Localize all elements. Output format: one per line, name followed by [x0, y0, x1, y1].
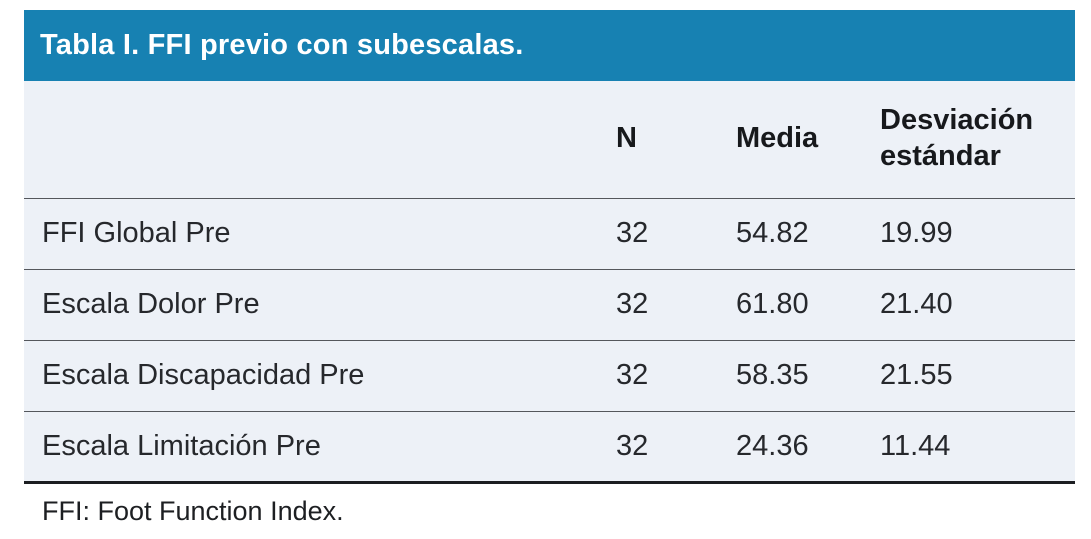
cell-media: 24.36 [718, 410, 862, 482]
table-row: FFI Global Pre 32 54.82 19.99 [24, 197, 1075, 269]
cell-sd: 11.44 [862, 410, 1075, 482]
cell-sd: 21.55 [862, 339, 1075, 411]
table-row: Escala Limitación Pre 32 24.36 11.44 [24, 410, 1075, 482]
cell-sd: 21.40 [862, 268, 1075, 340]
table-figure: Tabla I. FFI previo con subescalas. N Me… [24, 10, 1075, 527]
cell-n: 32 [598, 410, 718, 482]
header-row: N Media Desviación estándar [24, 81, 1075, 199]
row-label: Escala Limitación Pre [24, 410, 598, 482]
cell-sd: 19.99 [862, 197, 1075, 269]
table-row: Escala Dolor Pre 32 61.80 21.40 [24, 268, 1075, 340]
cell-n: 32 [598, 268, 718, 340]
row-label: FFI Global Pre [24, 197, 598, 269]
cell-n: 32 [598, 339, 718, 411]
table-title: Tabla I. FFI previo con subescalas. [40, 29, 524, 61]
cell-n: 32 [598, 197, 718, 269]
column-header-media: Media [718, 81, 862, 199]
table-row: Escala Discapacidad Pre 32 58.35 21.55 [24, 339, 1075, 411]
cell-media: 58.35 [718, 339, 862, 411]
row-label: Escala Dolor Pre [24, 268, 598, 340]
statistics-table: N Media Desviación estándar FFI Global P… [24, 81, 1075, 484]
column-header-empty [24, 81, 598, 199]
table-body: FFI Global Pre 32 54.82 19.99 Escala Dol… [24, 197, 1075, 482]
cell-media: 54.82 [718, 197, 862, 269]
table-footnote: FFI: Foot Function Index. [42, 495, 344, 526]
cell-media: 61.80 [718, 268, 862, 340]
table-title-bar: Tabla I. FFI previo con subescalas. [24, 10, 1075, 81]
row-label: Escala Discapacidad Pre [24, 339, 598, 411]
table-header: N Media Desviación estándar [24, 81, 1075, 199]
column-header-sd: Desviación estándar [862, 81, 1075, 199]
column-header-n: N [598, 81, 718, 199]
